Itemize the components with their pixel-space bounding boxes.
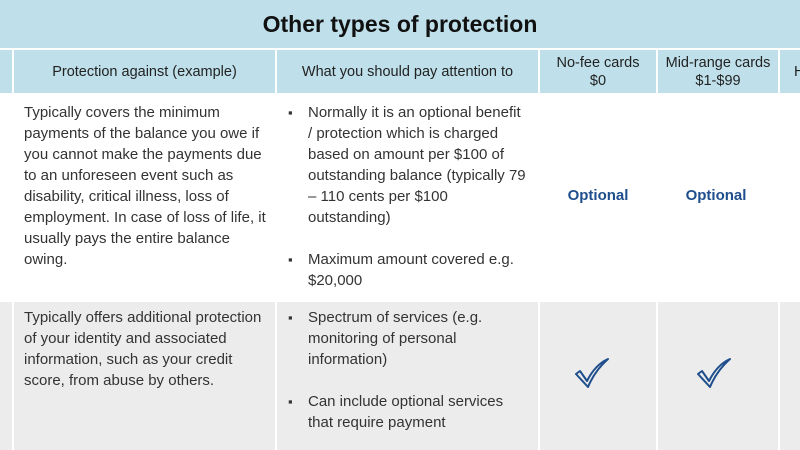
row1-protection: Typically covers the minimum payments of… [24,104,266,268]
row2-cut-off-bg [780,302,800,450]
header-protection: Protection against (example) [14,50,275,93]
row1-edge [0,95,12,300]
header-no-fee-price: $0 [589,72,607,89]
checkmark-icon [697,358,731,388]
row2-protection-bg [14,302,275,450]
header-cell-left-edge [0,50,12,93]
row2-attention-item-1: Spectrum of services (e.g. monitoring of… [286,307,526,370]
row2-attention-item-2: Can include optional services that requi… [286,391,526,433]
row2-attention: Spectrum of services (e.g. monitoring of… [286,307,526,433]
row2-protection: Typically offers additional protection o… [24,309,262,389]
title-bar: Other types of protection [0,0,800,48]
header-mid-range-label: Mid-range cards [665,54,771,71]
row1-no-fee-optional: Optional [567,187,629,204]
row1-attention-item-2: Maximum amount covered e.g. $20,000 [286,249,526,291]
checkmark-icon [575,358,609,388]
header-mid-range: Mid-range cards $1-$99 [658,50,778,93]
header-attention: What you should pay attention to [277,50,538,93]
header-protection-label: Protection against (example) [52,63,237,80]
row1-attention-item-1: Normally it is an optional benefit / pro… [286,102,526,228]
row1-attention: Normally it is an optional benefit / pro… [286,102,526,291]
row2-edge [0,302,12,450]
row2-mid-range-bg [658,302,778,450]
row1-mid-range-optional: Optional [685,187,747,204]
header-no-fee-label: No-fee cards [556,54,640,71]
header-mid-range-price: $1-$99 [695,72,741,89]
header-attention-label: What you should pay attention to [301,63,514,80]
header-no-fee: No-fee cards $0 [540,50,656,93]
header-cut-off-label: H [794,63,800,80]
header-cut-off: H [780,50,800,93]
page-title: Other types of protection [262,10,538,37]
row2-no-fee-bg [540,302,656,450]
